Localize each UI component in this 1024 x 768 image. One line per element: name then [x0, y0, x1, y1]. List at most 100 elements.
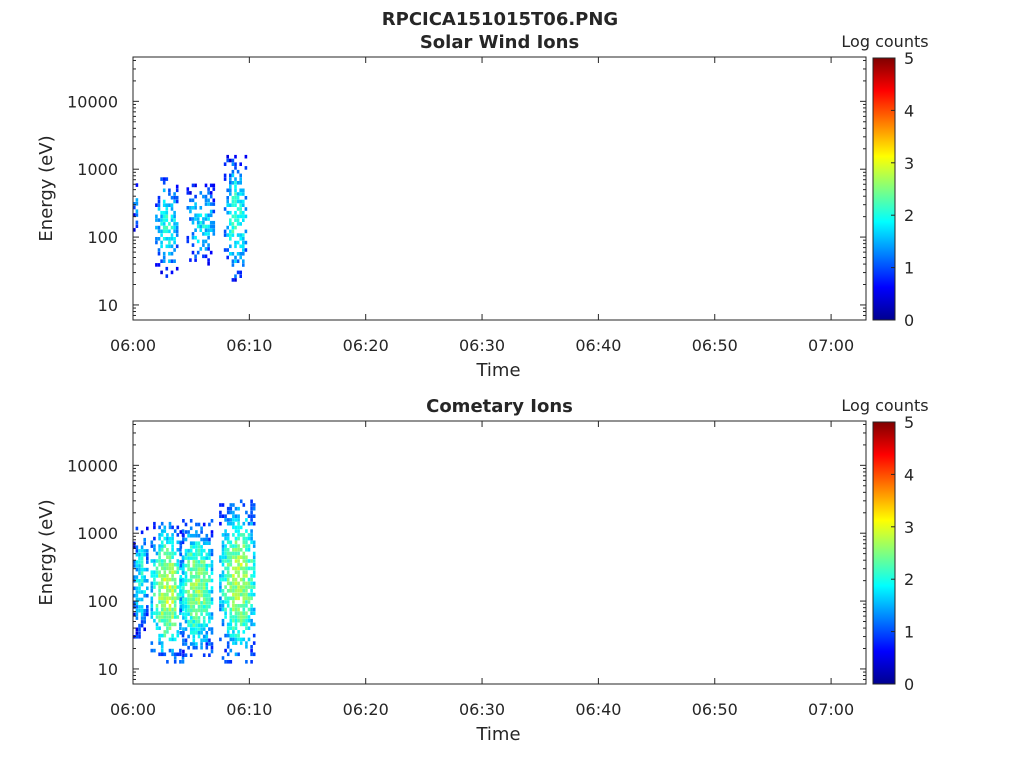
spectrogram-cell — [173, 581, 177, 586]
spectrogram-cell — [182, 653, 185, 657]
spectrogram-cell — [219, 521, 222, 526]
spectrogram-cell — [226, 633, 230, 638]
spectrogram-cell — [192, 575, 196, 579]
spectrogram-cell — [171, 548, 174, 552]
spectrogram-cell — [209, 202, 213, 206]
spectrogram-cell — [189, 206, 192, 210]
spectrogram-cell — [176, 585, 180, 589]
spectrogram-cell — [187, 612, 190, 616]
spectrogram-cell — [133, 612, 136, 617]
spectrogram-cell — [179, 585, 182, 589]
spectrogram-cell — [205, 578, 209, 583]
spectrogram-cell — [239, 548, 243, 552]
spectrogram-cell — [208, 616, 211, 620]
spectrogram-cell — [197, 522, 201, 527]
spectrogram-cell — [202, 541, 206, 545]
spectrogram-cell — [224, 574, 227, 578]
spectrogram-cell — [133, 586, 136, 591]
spectrogram-cell — [173, 622, 177, 627]
spectrogram-cell — [195, 593, 198, 598]
spectrogram-cell — [189, 597, 193, 601]
spectrogram-cell — [158, 559, 161, 563]
spectrogram-cell — [165, 210, 169, 215]
spectrogram-cell — [162, 214, 166, 219]
spectrogram-cell — [205, 604, 209, 609]
spectrogram-cell — [158, 544, 161, 548]
spectrogram-cell — [168, 192, 171, 196]
spectrogram-cell — [239, 270, 242, 275]
spectrogram-cell — [200, 552, 203, 557]
spectrogram-cell — [236, 196, 240, 200]
spectrogram-cell — [166, 615, 169, 619]
spectrogram-cell — [140, 597, 144, 602]
spectrogram-cell — [224, 615, 227, 619]
spectrogram-cell — [224, 611, 227, 615]
spectrogram-cell — [160, 222, 163, 226]
spectrogram-cell — [247, 533, 251, 537]
spectrogram-cell — [237, 652, 240, 657]
spectrogram-cell — [168, 540, 172, 545]
spectrogram-cell — [245, 581, 248, 586]
spectrogram-cell — [223, 233, 227, 237]
spectrogram-cell — [239, 577, 243, 582]
spectrogram-cell — [189, 586, 193, 590]
spectrogram-cell — [232, 607, 235, 612]
spectrogram-cell — [212, 202, 216, 206]
spectrogram-cell — [229, 218, 232, 222]
spectrogram-cell — [182, 638, 185, 643]
spectrogram-cell — [135, 202, 139, 206]
spectrogram-cell — [210, 642, 214, 646]
spectrogram-cell — [189, 627, 193, 631]
y-tick-label: 100 — [87, 592, 118, 611]
spectrogram-cell — [224, 529, 227, 533]
spectrogram-cell — [202, 593, 206, 598]
spectrogram-cell — [155, 551, 159, 556]
spectrogram-cell — [189, 533, 193, 538]
spectrogram-cell — [171, 585, 174, 589]
plot-frame — [132, 56, 867, 321]
spectrogram-cell — [179, 660, 182, 664]
spectrogram-cell — [242, 188, 245, 193]
spectrogram-cell — [162, 218, 166, 222]
spectrogram-cell — [179, 566, 182, 571]
spectrogram-cell — [234, 199, 237, 204]
spectrogram-cell — [247, 521, 251, 526]
spectrogram-cell — [182, 604, 185, 609]
spectrogram-cell — [204, 228, 208, 232]
spectrogram-cell — [184, 563, 188, 568]
spectrogram-cell — [232, 633, 235, 638]
spectrogram-cell — [221, 618, 225, 623]
spectrogram-cell — [194, 235, 197, 240]
spectrogram-cell — [143, 620, 146, 624]
spectrogram-cell — [247, 544, 251, 548]
spectrogram-cell — [146, 567, 149, 572]
spectrogram-cell — [242, 259, 245, 263]
spectrogram-cell — [163, 630, 167, 634]
spectrogram-cell — [242, 503, 246, 507]
spectrogram-cell — [157, 248, 161, 252]
spectrogram-cell — [197, 567, 201, 572]
spectrogram-cell — [138, 631, 141, 635]
spectrogram-cell — [226, 210, 229, 215]
spectrogram-cell — [168, 559, 172, 563]
spectrogram-cell — [234, 225, 237, 230]
spectrogram-cell — [162, 255, 166, 260]
spectrogram-cell — [231, 196, 235, 200]
spectrogram-cell — [200, 627, 203, 631]
spectrogram-cell — [173, 229, 176, 234]
panel-title: Solar Wind Ions — [420, 32, 579, 53]
spectrogram-cell — [181, 559, 185, 563]
spectrogram-cell — [229, 184, 232, 189]
spectrogram-cell — [234, 192, 237, 196]
spectrogram-cell — [234, 596, 238, 601]
spectrogram-cell — [232, 641, 235, 645]
spectrogram-cell — [175, 184, 179, 189]
y-tick-label: 1000 — [77, 160, 118, 179]
spectrogram-cell — [171, 536, 174, 541]
spectrogram-cell — [210, 567, 214, 572]
spectrogram-cell — [242, 589, 246, 593]
spectrogram-cell — [221, 574, 225, 578]
spectrogram-cell — [179, 563, 183, 568]
panel-title: Cometary Ions — [426, 396, 573, 417]
spectrogram-cell — [223, 162, 227, 166]
